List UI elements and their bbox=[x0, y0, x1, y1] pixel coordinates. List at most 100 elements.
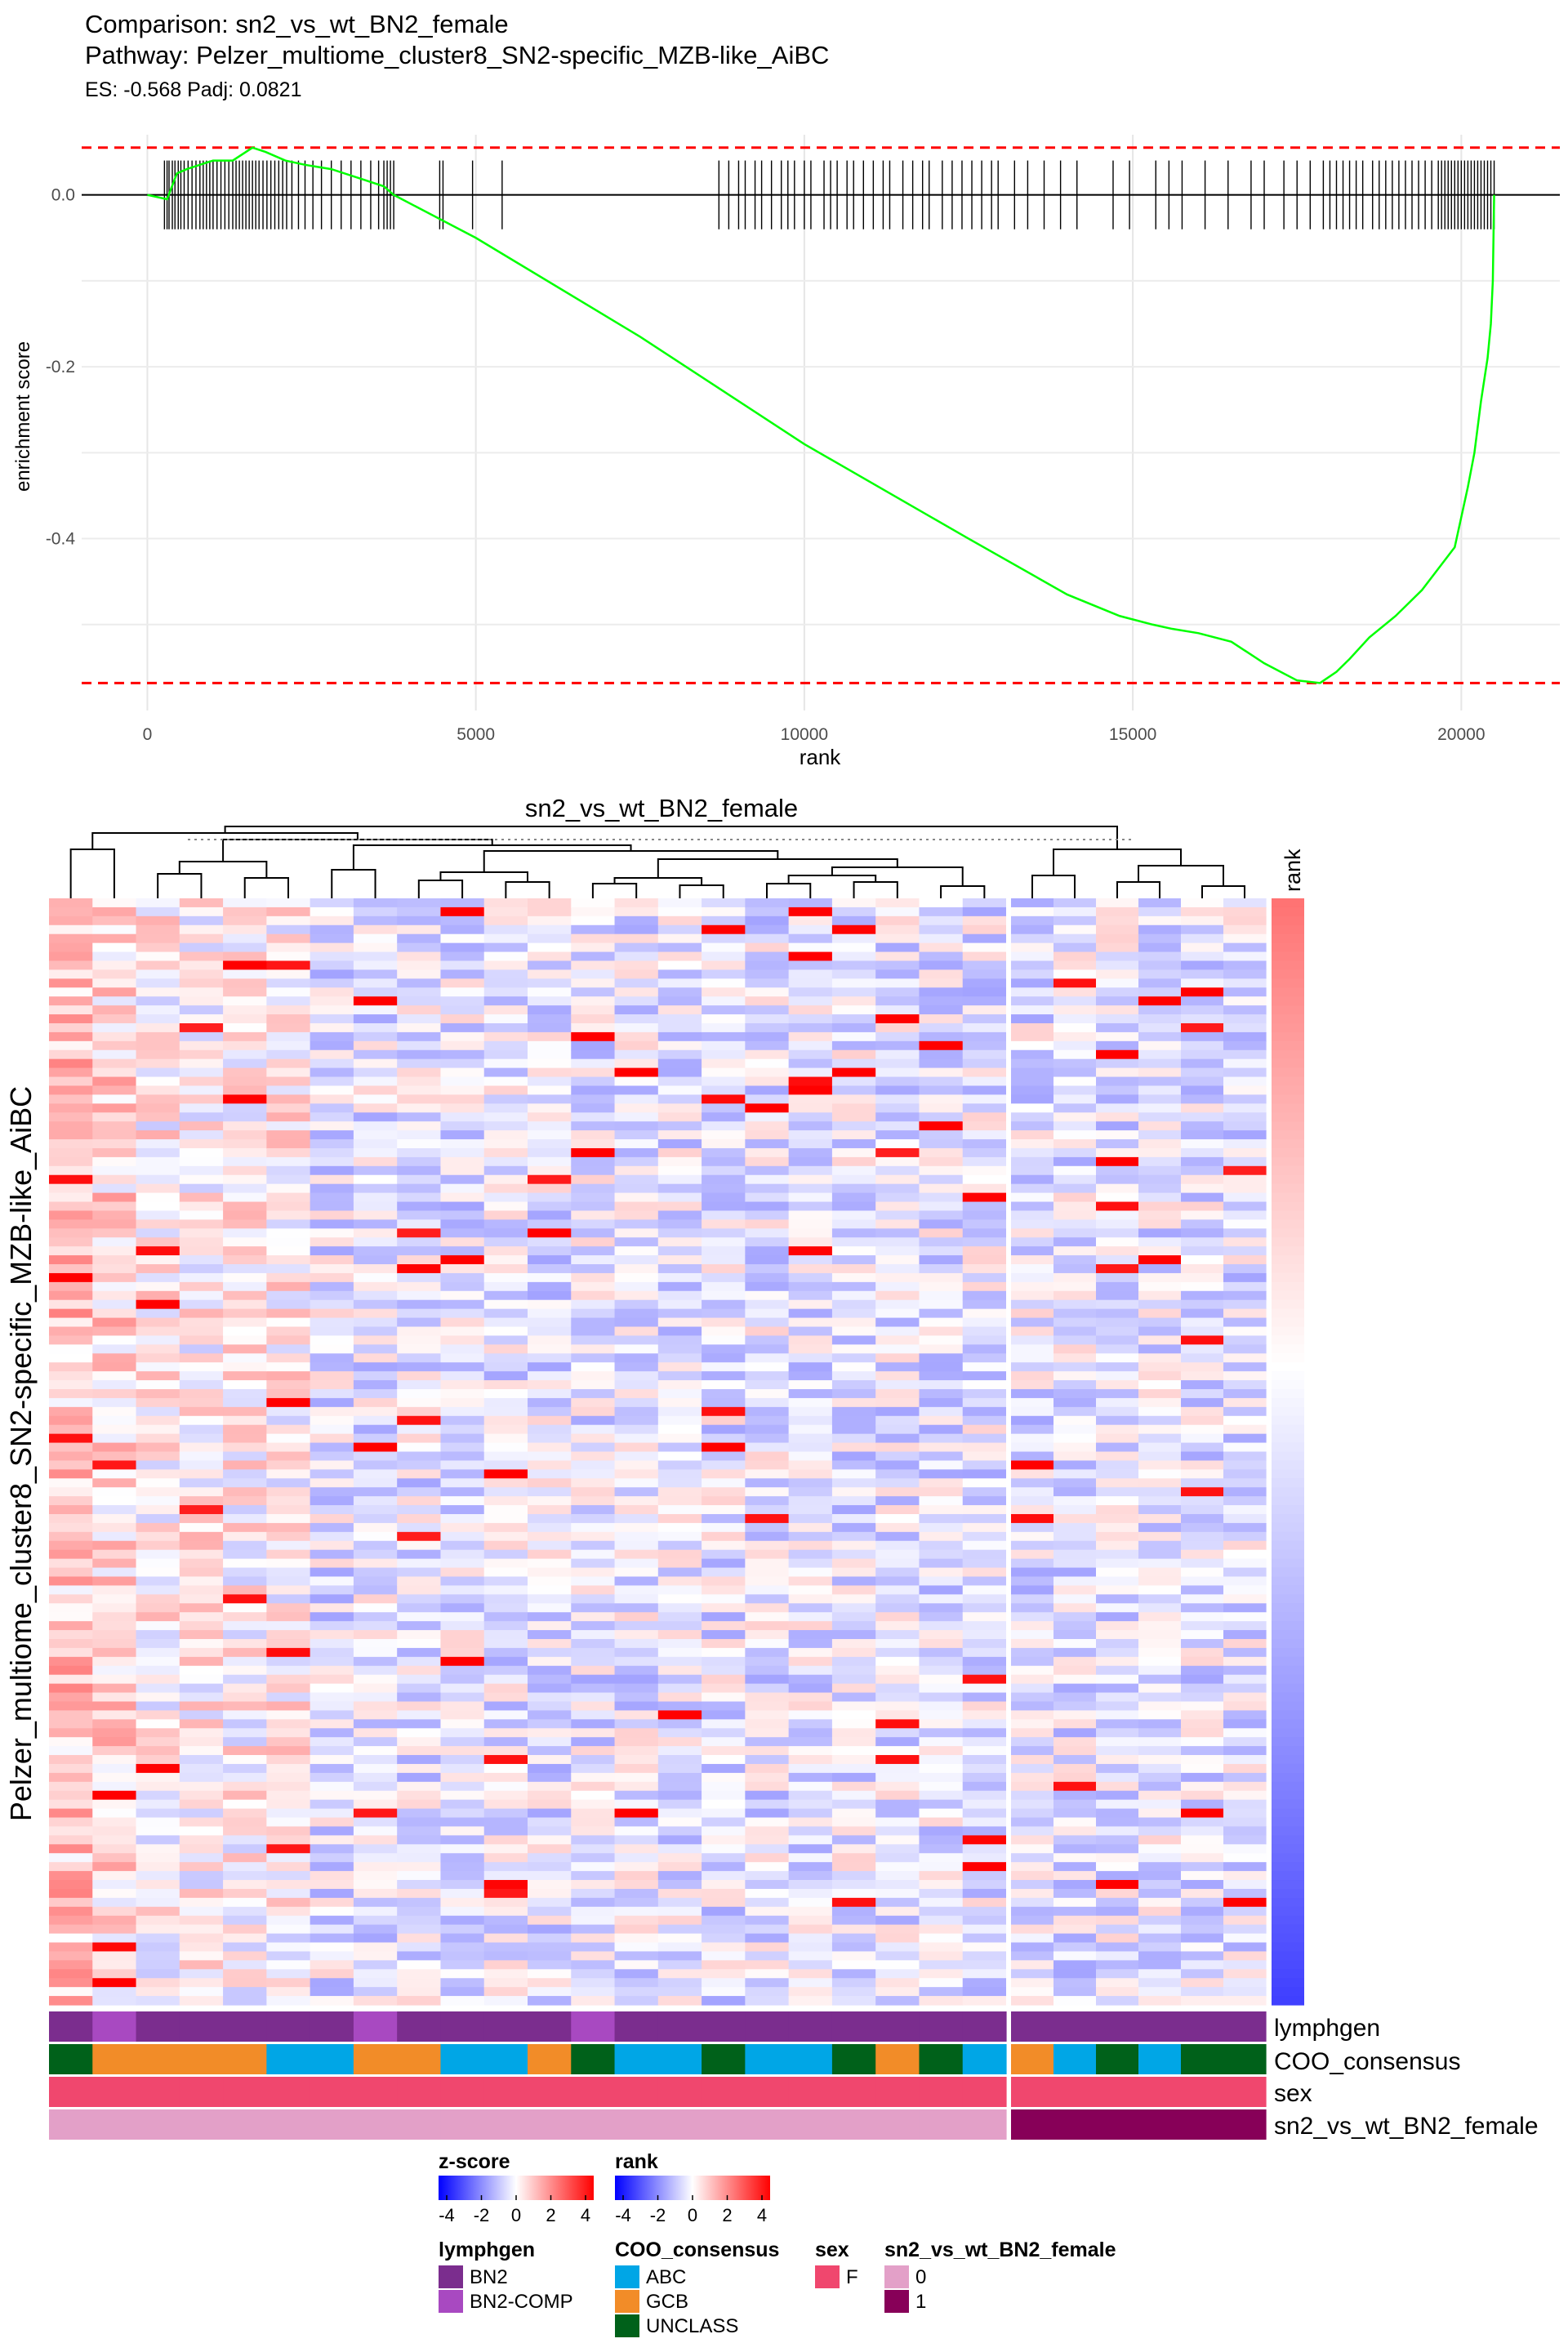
heatmap-cell bbox=[614, 1147, 659, 1158]
heatmap-cell bbox=[397, 1772, 442, 1783]
heatmap-cell bbox=[702, 978, 746, 988]
heatmap-cell bbox=[310, 1665, 354, 1676]
heatmap-cell bbox=[788, 933, 833, 944]
heatmap-cell bbox=[745, 933, 790, 944]
heatmap-cell bbox=[397, 1763, 442, 1774]
heatmap-cell bbox=[962, 1219, 1007, 1229]
heatmap-cell bbox=[223, 1656, 267, 1667]
heatmap-cell bbox=[614, 1888, 659, 1899]
heatmap-cell bbox=[875, 1147, 920, 1158]
heatmap-cell bbox=[397, 1165, 442, 1176]
annotation-cell-sex bbox=[266, 2077, 311, 2107]
heatmap-cell bbox=[1096, 1746, 1139, 1756]
heatmap-cell bbox=[1054, 1085, 1097, 1096]
heatmap-cell bbox=[49, 1567, 93, 1578]
heatmap-cell bbox=[266, 1719, 311, 1729]
heatmap-cell bbox=[788, 1389, 833, 1399]
heatmap-cell bbox=[440, 1656, 485, 1667]
heatmap-cell bbox=[962, 1549, 1007, 1560]
heatmap-cell bbox=[788, 1710, 833, 1720]
heatmap-cell bbox=[962, 1656, 1007, 1667]
legend-item-label: BN2 bbox=[470, 2266, 508, 2288]
heatmap-cell bbox=[92, 942, 137, 953]
heatmap-cell bbox=[92, 1871, 137, 1881]
heatmap-cell bbox=[1138, 1951, 1182, 1961]
heatmap-cell bbox=[136, 1121, 180, 1131]
heatmap-cell bbox=[179, 969, 224, 979]
heatmap-cell bbox=[49, 1862, 93, 1872]
heatmap-cell bbox=[614, 1255, 659, 1265]
heatmap-cell bbox=[702, 1121, 746, 1131]
annotation-cell-COO_consensus bbox=[1096, 2044, 1139, 2074]
heatmap-cell bbox=[919, 1612, 964, 1622]
heatmap-cell bbox=[831, 1353, 876, 1363]
heatmap-cell bbox=[179, 915, 224, 926]
heatmap-cell bbox=[1054, 1897, 1097, 1908]
heatmap-cell bbox=[136, 1728, 180, 1738]
heatmap-cell bbox=[440, 1174, 485, 1185]
heatmap-cell bbox=[528, 996, 572, 1006]
annotation-cell-lymphgen bbox=[136, 2011, 180, 2042]
heatmap-cell bbox=[657, 1871, 702, 1881]
heatmap-cell bbox=[49, 1692, 93, 1703]
heatmap-cell bbox=[483, 1719, 528, 1729]
heatmap-cell bbox=[1011, 1915, 1054, 1926]
heatmap-cell bbox=[1054, 1621, 1097, 1631]
heatmap-cell bbox=[1054, 1969, 1097, 1979]
heatmap-cell bbox=[1011, 1996, 1054, 2006]
heatmap-cell bbox=[919, 1255, 964, 1265]
heatmap-cell bbox=[745, 1942, 790, 1953]
heatmap-cell bbox=[1096, 1174, 1139, 1185]
heatmap-cell bbox=[310, 1835, 354, 1845]
heatmap-cell bbox=[136, 1424, 180, 1435]
heatmap-cell bbox=[875, 1987, 920, 1997]
heatmap-cell bbox=[614, 1835, 659, 1845]
annotation-cell-COO_consensus bbox=[614, 2044, 659, 2074]
heatmap-cell bbox=[1223, 1996, 1267, 2006]
heatmap-cell bbox=[1223, 1281, 1267, 1292]
heatmap-cell bbox=[266, 1406, 311, 1417]
heatmap-cell bbox=[1181, 1326, 1224, 1337]
heatmap-cell bbox=[745, 1755, 790, 1765]
heatmap-cell bbox=[440, 1772, 485, 1783]
heatmap-cell bbox=[745, 1040, 790, 1051]
heatmap-cell bbox=[1011, 1147, 1054, 1158]
heatmap-cell bbox=[702, 1817, 746, 1828]
heatmap-cell bbox=[1096, 1335, 1139, 1345]
heatmap-cell bbox=[179, 1165, 224, 1176]
heatmap-cell bbox=[702, 1389, 746, 1399]
heatmap-cell bbox=[179, 1594, 224, 1604]
heatmap-cell bbox=[614, 987, 659, 997]
heatmap-cell bbox=[831, 1603, 876, 1613]
heatmap-cell bbox=[310, 1853, 354, 1863]
heatmap-cell bbox=[875, 1844, 920, 1854]
heatmap-cell bbox=[483, 1505, 528, 1515]
heatmap-cell bbox=[49, 1674, 93, 1685]
heatmap-cell bbox=[353, 1067, 398, 1078]
heatmap-cell bbox=[614, 1451, 659, 1462]
heatmap-cell bbox=[1011, 1433, 1054, 1444]
heatmap-cell bbox=[919, 1576, 964, 1587]
annotation-cell-sex bbox=[1054, 2077, 1097, 2107]
heatmap-cell bbox=[1011, 1692, 1054, 1703]
heatmap-cell bbox=[788, 1996, 833, 2006]
heatmap-cell bbox=[875, 1478, 920, 1488]
heatmap-cell bbox=[440, 969, 485, 979]
heatmap-cell bbox=[397, 1755, 442, 1765]
heatmap-cell bbox=[1054, 969, 1097, 979]
heatmap-cell bbox=[92, 1201, 137, 1212]
heatmap-cell bbox=[831, 1728, 876, 1738]
heatmap-cell bbox=[528, 1183, 572, 1194]
heatmap-cell bbox=[571, 1630, 616, 1640]
heatmap-cell bbox=[223, 1781, 267, 1792]
heatmap-cell bbox=[657, 1692, 702, 1703]
heatmap-cell bbox=[745, 1049, 790, 1060]
heatmap-cell bbox=[831, 906, 876, 917]
heatmap-cell bbox=[1011, 1719, 1054, 1729]
heatmap-cell bbox=[614, 1746, 659, 1756]
heatmap-cell bbox=[745, 1808, 790, 1819]
heatmap-cell bbox=[614, 1656, 659, 1667]
heatmap-cell bbox=[788, 898, 833, 908]
heatmap-cell bbox=[702, 1960, 746, 1970]
rank-bar-cell bbox=[1272, 1442, 1304, 1453]
